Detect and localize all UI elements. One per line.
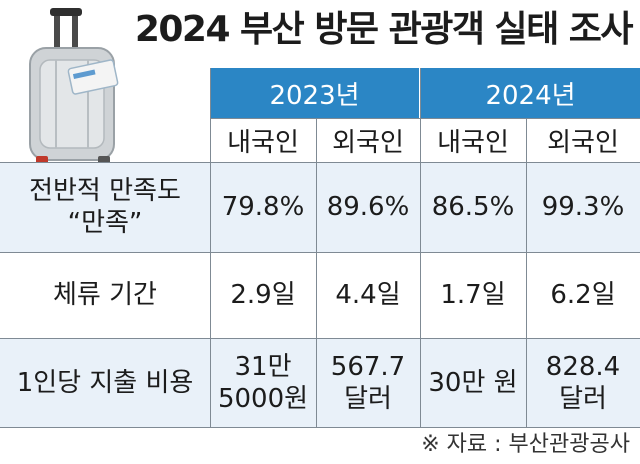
grid-line xyxy=(0,252,640,253)
table-cell: 4.4일 xyxy=(316,252,420,338)
column-header-2024-foreign: 외국인 xyxy=(547,127,619,158)
table-cell: 567.7 달러 xyxy=(316,338,420,428)
table-cell: 1.7일 xyxy=(420,252,526,338)
row-background xyxy=(0,338,640,428)
grid-line xyxy=(210,118,640,119)
row-background xyxy=(0,162,640,252)
cell-text: 달러 xyxy=(559,384,607,414)
cell-text: 828.4 xyxy=(545,352,621,382)
grid-line xyxy=(210,68,211,428)
row-label-line: 전반적 만족도 xyxy=(29,176,181,206)
cell-text: 2.9일 xyxy=(230,280,296,310)
cell-text: 89.6% xyxy=(326,192,410,222)
row-label-line: 체류 기간 xyxy=(53,280,157,310)
table-cell: 79.8% xyxy=(210,162,316,252)
cell-text: 567.7 xyxy=(330,352,406,382)
source-note: ※ 자료 : 부산관광공사 xyxy=(421,432,630,457)
cell-text: 1.7일 xyxy=(440,280,506,310)
year-header-2023: 2023년 xyxy=(210,68,419,118)
cell-text: 31만 xyxy=(234,352,292,382)
grid-line xyxy=(0,338,640,339)
cell-text: 6.2일 xyxy=(550,280,616,310)
table-cell: 30만 원 xyxy=(420,338,526,428)
table-cell: 31만 5000원 xyxy=(210,338,316,428)
grid-line xyxy=(0,162,640,163)
table-cell: 99.3% xyxy=(526,162,640,252)
survey-table: 2023년 2024년 내국인 외국인 내국인 외국인 전반적 만족도 “만족”… xyxy=(0,68,640,428)
row-label-line: “만족” xyxy=(67,208,143,238)
grid-line xyxy=(526,118,527,428)
grid-line xyxy=(420,68,421,428)
grid-line xyxy=(0,427,640,428)
grid-line xyxy=(316,118,317,428)
row-label-stay: 체류 기간 xyxy=(0,252,210,338)
year-header-2024: 2024년 xyxy=(421,68,640,118)
cell-text: 달러 xyxy=(344,384,392,414)
cell-text: 5000원 xyxy=(217,384,309,414)
table-cell: 86.5% xyxy=(420,162,526,252)
cell-text: 86.5% xyxy=(431,192,515,222)
column-header-2023-domestic: 내국인 xyxy=(227,127,299,158)
row-label-line: 1인당 지출 비용 xyxy=(16,368,194,398)
page-title: 2024 부산 방문 관광객 실태 조사 xyxy=(134,9,634,50)
cell-text: 79.8% xyxy=(221,192,305,222)
table-cell: 2.9일 xyxy=(210,252,316,338)
table-cell: 6.2일 xyxy=(526,252,640,338)
cell-text: 4.4일 xyxy=(335,280,401,310)
luggage-icon xyxy=(29,8,119,164)
cell-text: 99.3% xyxy=(541,192,625,222)
column-header-2024-domestic: 내국인 xyxy=(437,127,509,158)
table-cell: 828.4 달러 xyxy=(526,338,640,428)
row-label-satisfaction: 전반적 만족도 “만족” xyxy=(0,162,210,252)
column-header-2023-foreign: 외국인 xyxy=(332,127,404,158)
table-cell: 89.6% xyxy=(316,162,420,252)
row-label-spending: 1인당 지출 비용 xyxy=(0,338,210,428)
cell-text: 30만 원 xyxy=(428,368,518,398)
